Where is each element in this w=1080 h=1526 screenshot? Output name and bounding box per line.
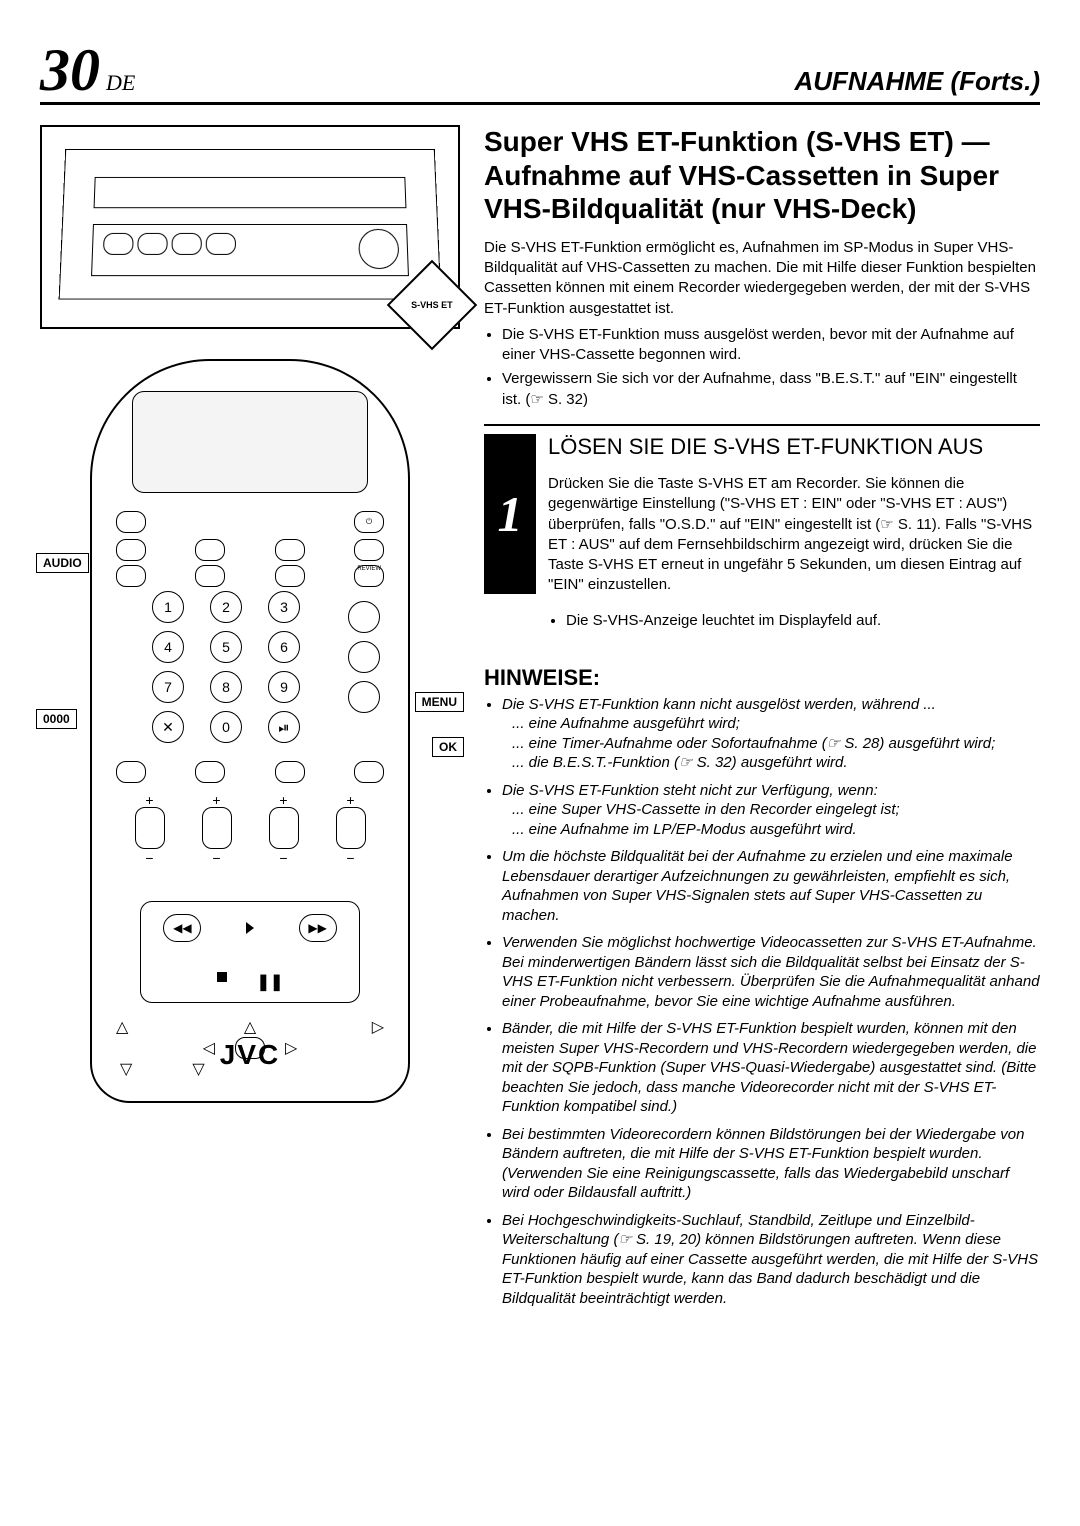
notes-heading: HINWEISE:: [484, 665, 1040, 691]
remote-small-button: [195, 565, 225, 587]
page-lang: DE: [106, 70, 135, 96]
remote-small-button: [354, 539, 384, 561]
note-item: Die S-VHS ET-Funktion steht nicht zur Ve…: [502, 781, 1040, 840]
audio-callout: AUDIO: [36, 553, 89, 573]
remote-small-button: [116, 511, 146, 533]
main-heading: Super VHS ET-Funktion (S-VHS ET) — Aufna…: [484, 125, 1040, 226]
jvc-logo: JVC: [92, 1039, 408, 1071]
page-number: 30: [40, 40, 100, 100]
step-block: 1 LÖSEN SIE DIE S-VHS ET-FUNKTION AUS Dr…: [484, 424, 1040, 645]
num-1: 1: [152, 591, 184, 623]
num-7: 7: [152, 671, 184, 703]
remote-small-button: [116, 761, 146, 783]
ffwd-button: ▶▶: [299, 914, 337, 942]
remote-small-button: [275, 565, 305, 587]
rocker: +−: [135, 793, 165, 865]
note-item: Die S-VHS ET-Funktion kann nicht ausgelö…: [502, 695, 1040, 773]
nav-row-1: △ △ ▷: [116, 1017, 384, 1037]
note-item: Bänder, die mit Hilfe der S-VHS ET-Funkt…: [502, 1019, 1040, 1117]
right-icon: ▷: [372, 1017, 384, 1037]
remote-illustration: ⏻ REVIEW 1: [90, 359, 410, 1103]
note-text: Die S-VHS ET-Funktion kann nicht ausgelö…: [502, 696, 936, 713]
remote-small-button: [195, 539, 225, 561]
note-item: Um die höchste Bildqualität bei der Aufn…: [502, 847, 1040, 925]
plus-minus-row: +− +− +− +−: [116, 793, 384, 865]
up-icon: △: [116, 1017, 128, 1037]
remote-small-button: [195, 761, 225, 783]
note-text: Die S-VHS ET-Funktion steht nicht zur Ve…: [502, 782, 878, 799]
side-button: [348, 641, 380, 673]
num-0: 0: [210, 711, 242, 743]
up-icon: △: [244, 1017, 256, 1037]
svhs-et-label: S-VHS ET: [411, 300, 453, 310]
vcr-button: [103, 233, 134, 255]
section-title: AUFNAHME (Forts.): [794, 66, 1040, 97]
rocker: +−: [336, 793, 366, 865]
note-sub: ... eine Aufnahme im LP/EP-Modus ausgefü…: [502, 820, 1040, 840]
header-bar: 30 DE AUFNAHME (Forts.): [40, 40, 1040, 105]
vcr-body: [59, 149, 442, 300]
step-title: LÖSEN SIE DIE S-VHS ET-FUNKTION AUS: [548, 434, 1040, 459]
intro-bullet: Die S-VHS ET-Funktion muss ausgelöst wer…: [502, 325, 1040, 366]
note-item: Verwenden Sie möglichst hochwertige Vide…: [502, 933, 1040, 1011]
remote-number-pad: 1 2 3 4 5 6 7 8 9 ✕ 0 ⏯: [152, 591, 318, 743]
step-after-bullet: Die S-VHS-Anzeige leuchtet im Displayfel…: [566, 611, 1040, 631]
note-item: Bei bestimmten Videorecordern können Bil…: [502, 1125, 1040, 1203]
step-body: Drücken Sie die Taste S-VHS ET am Record…: [548, 474, 1040, 596]
rocker: +−: [202, 793, 232, 865]
vcr-tape-slot: [94, 177, 407, 208]
remote-small-button: [116, 539, 146, 561]
intro-text: Die S-VHS ET-Funktion ermöglicht es, Auf…: [484, 238, 1040, 319]
review-button: REVIEW: [354, 565, 384, 587]
num-6: 6: [268, 631, 300, 663]
remote-small-button: [275, 761, 305, 783]
vcr-button: [206, 233, 236, 255]
rewind-button: ◀◀: [163, 914, 201, 942]
num-5: 5: [210, 631, 242, 663]
num-aux: ⏯: [268, 711, 300, 743]
notes-list: Die S-VHS ET-Funktion kann nicht ausgelö…: [484, 695, 1040, 1309]
num-3: 3: [268, 591, 300, 623]
zeros-callout: 0000: [36, 709, 77, 729]
remote-small-button: [116, 565, 146, 587]
intro-bullet: Vergewissern Sie sich vor der Aufnahme, …: [502, 369, 1040, 410]
vcr-illustration: S-VHS ET: [40, 125, 460, 329]
stop-icon: [217, 972, 227, 982]
page-number-block: 30 DE: [40, 40, 135, 100]
step-number: 1: [484, 434, 536, 594]
num-4: 4: [152, 631, 184, 663]
side-button: [348, 681, 380, 713]
side-button: [348, 601, 380, 633]
num-8: 8: [210, 671, 242, 703]
ok-callout: OK: [432, 737, 464, 757]
note-sub: ... die B.E.S.T.-Funktion (☞ S. 32) ausg…: [502, 753, 1040, 773]
power-button: ⏻: [354, 511, 384, 533]
note-sub: ... eine Super VHS-Cassette in den Recor…: [502, 800, 1040, 820]
note-sub: ... eine Timer-Aufnahme oder Sofortaufna…: [502, 734, 1040, 754]
num-9: 9: [268, 671, 300, 703]
note-sub: ... eine Aufnahme ausgeführt wird;: [502, 714, 1040, 734]
transport-pad: ◀◀ ▶▶ ❚❚: [140, 901, 360, 1003]
pause-icon: ❚❚: [257, 972, 284, 992]
vcr-button: [137, 233, 168, 255]
num-cancel: ✕: [152, 711, 184, 743]
remote-small-button: [275, 539, 305, 561]
menu-callout: MENU: [415, 692, 464, 712]
note-item: Bei Hochgeschwindigkeits-Suchlauf, Stand…: [502, 1211, 1040, 1309]
rocker: +−: [269, 793, 299, 865]
vcr-jog-dial: [358, 229, 399, 269]
remote-display: [132, 391, 368, 493]
play-icon: [246, 922, 254, 934]
vcr-control-panel: [91, 224, 409, 276]
num-2: 2: [210, 591, 242, 623]
remote-small-button: [354, 761, 384, 783]
vcr-button: [171, 233, 201, 255]
intro-bullets: Die S-VHS ET-Funktion muss ausgelöst wer…: [484, 325, 1040, 410]
